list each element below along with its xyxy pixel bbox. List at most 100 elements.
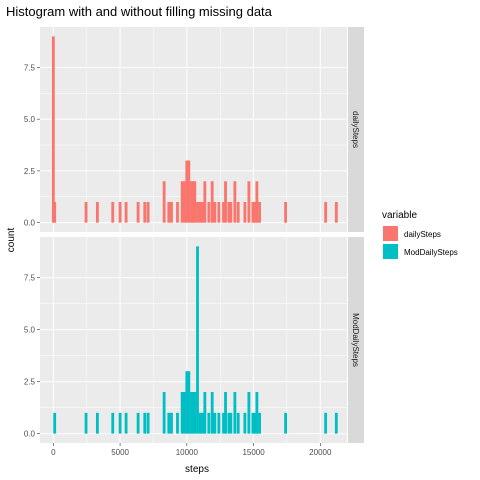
histogram-bar (258, 412, 261, 434)
legend: variable dailySteps ModDailySteps (382, 210, 458, 259)
histogram-bar (162, 181, 166, 223)
histogram-bar (258, 201, 261, 223)
histogram-bar (236, 201, 240, 223)
histogram-bar (191, 181, 195, 223)
histogram-bar (210, 392, 214, 434)
histogram-bar (207, 201, 211, 223)
histogram-bar (118, 412, 122, 434)
histogram-bar (227, 412, 231, 434)
facet-strip-label: dailySteps (351, 111, 360, 148)
histogram-bar (143, 412, 147, 434)
histogram-bar (146, 201, 150, 223)
histogram-bar (53, 201, 57, 223)
facet-strip-label: ModDailySteps (351, 313, 360, 367)
histogram-bar (284, 201, 288, 223)
y-tick-label: 0.0 (24, 219, 36, 228)
histogram-bar (253, 201, 257, 223)
histogram-bar (191, 392, 195, 434)
histogram-bar (95, 412, 99, 434)
histogram-bar (53, 412, 57, 434)
histogram-bar (180, 392, 184, 434)
facet-strip (348, 237, 364, 443)
legend-title: variable (382, 210, 417, 221)
histogram-bar (284, 412, 288, 434)
histogram-bar (187, 371, 191, 434)
histogram-bar (176, 412, 179, 434)
histogram-bar (203, 392, 207, 434)
histogram-bar (111, 412, 115, 434)
x-tick-label: 20000 (309, 448, 332, 457)
histogram-bar (251, 412, 255, 434)
legend-label: ModDailySteps (404, 248, 458, 257)
chart-title: Histogram with and without filling missi… (6, 4, 273, 19)
histogram-bar (334, 412, 338, 434)
y-tick-label: 7.5 (24, 63, 36, 72)
histogram-bar (207, 412, 211, 434)
histogram-bar (185, 371, 189, 434)
histogram-bar (243, 201, 247, 223)
y-tick-label: 0.0 (24, 430, 36, 439)
histogram-bar (217, 412, 221, 434)
histogram-bar (170, 201, 173, 223)
histogram-bar (253, 412, 257, 434)
histogram-bar (229, 201, 233, 223)
histogram-bar (146, 412, 150, 434)
x-axis-title: steps (185, 464, 209, 475)
histogram-bar (200, 201, 204, 223)
y-tick-label: 2.5 (24, 167, 36, 176)
histogram-bar (136, 412, 140, 434)
histogram-bar (233, 392, 237, 434)
histogram-bar (227, 201, 231, 223)
histogram-bar (213, 201, 217, 223)
facet-strip (348, 27, 364, 232)
legend-key (383, 244, 398, 259)
x-tick-label: 0 (51, 448, 56, 457)
histogram-bar (51, 36, 55, 223)
y-tick-label: 2.5 (24, 378, 36, 387)
histogram-bar (124, 412, 128, 434)
histogram-bar (213, 412, 217, 434)
histogram-bar (176, 201, 179, 223)
histogram-bar (167, 201, 171, 223)
histogram-bar (236, 412, 240, 434)
histogram-bar (162, 392, 166, 434)
histogram-bar (255, 181, 259, 223)
histogram-bar (183, 392, 187, 434)
x-axis: 0 5000 10000 15000 20000 (51, 443, 332, 457)
histogram-bar (95, 201, 99, 223)
y-tick-label: 7.5 (24, 274, 36, 283)
histogram-bar (180, 181, 184, 223)
histogram-bar (324, 412, 328, 434)
histogram-bar (251, 201, 255, 223)
histogram-bar (118, 201, 122, 223)
histogram-bar (183, 181, 187, 223)
histogram-bar (198, 412, 202, 434)
histogram-bar (170, 412, 173, 434)
facet-ModDailySteps: 0.0 2.5 5.0 7.5 ModDailySteps (24, 237, 364, 443)
legend-key (383, 226, 398, 241)
y-axis-title: count (6, 228, 17, 253)
histogram-bar (210, 181, 214, 223)
histogram-bar (193, 392, 197, 434)
histogram-bar (247, 181, 251, 223)
histogram-bar (84, 412, 88, 434)
y-tick-label: 5.0 (24, 326, 36, 335)
histogram-bar (185, 160, 189, 223)
histogram-bar (203, 181, 207, 223)
histogram-bar (124, 201, 128, 223)
histogram-bar (229, 412, 233, 434)
x-tick-label: 15000 (242, 448, 265, 457)
histogram-bar (200, 412, 204, 434)
legend-label: dailySteps (404, 230, 441, 239)
facet-dailySteps: 0.0 2.5 5.0 7.5 dailySteps (24, 27, 364, 232)
y-tick-label: 5.0 (24, 115, 36, 124)
histogram-bar (196, 201, 199, 223)
x-tick-label: 10000 (176, 448, 199, 457)
histogram-bar (224, 392, 227, 434)
histogram-bar (193, 181, 197, 223)
histogram-bar (324, 201, 328, 223)
histogram-bar (224, 181, 227, 223)
histogram-bar (255, 392, 259, 434)
histogram-bar (111, 201, 115, 223)
